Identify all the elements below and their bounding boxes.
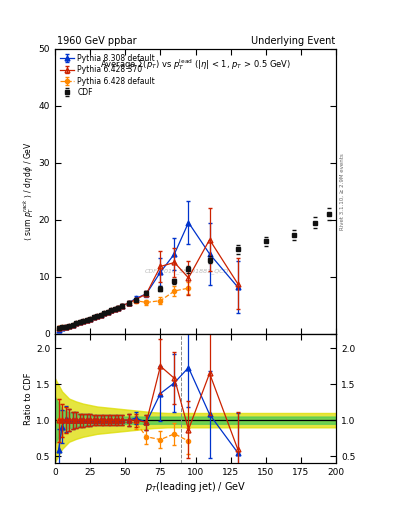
Text: Underlying Event: Underlying Event [251,36,335,46]
Y-axis label: Ratio to CDF: Ratio to CDF [24,372,33,425]
Text: 1960 GeV ppbar: 1960 GeV ppbar [57,36,137,46]
Text: CDF_2010_S8591881_QCD: CDF_2010_S8591881_QCD [145,268,229,274]
X-axis label: $p_T$(leading jet) / GeV: $p_T$(leading jet) / GeV [145,480,246,494]
Text: Rivet 3.1.10, ≥ 2.9M events: Rivet 3.1.10, ≥ 2.9M events [340,153,345,229]
Text: Average $\Sigma(p_T)$ vs $p_T^{\rm lead}$ ($|\eta|$ < 1, $p_T$ > 0.5 GeV): Average $\Sigma(p_T)$ vs $p_T^{\rm lead}… [100,57,291,72]
Y-axis label: $\langle$ sum $p_T^{rack}$ $\rangle$ / $\mathrm{d}\eta\,\mathrm{d}\phi$ / GeV: $\langle$ sum $p_T^{rack}$ $\rangle$ / $… [21,141,36,241]
Legend: Pythia 8.308 default, Pythia 6.428 370, Pythia 6.428 default, CDF: Pythia 8.308 default, Pythia 6.428 370, … [59,52,156,98]
